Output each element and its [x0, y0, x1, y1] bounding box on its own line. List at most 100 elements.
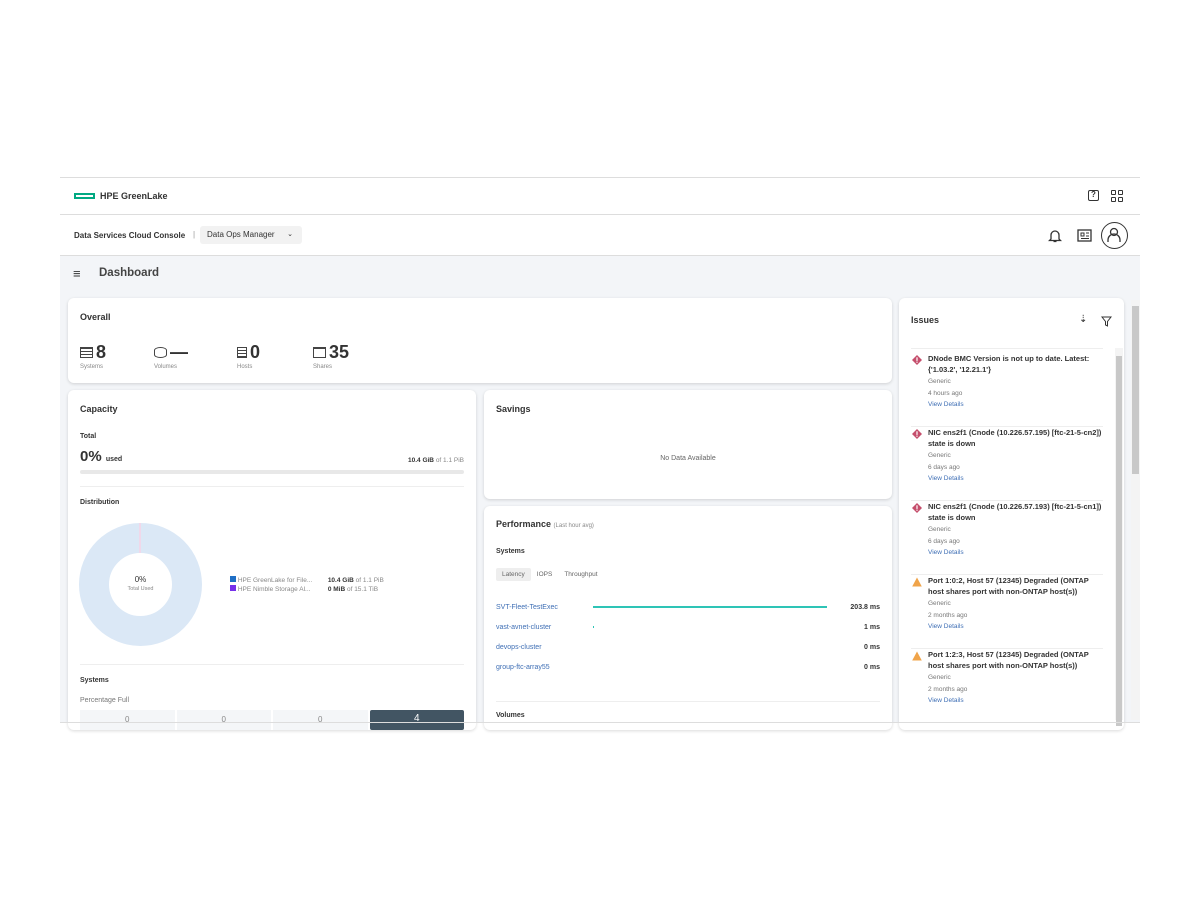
stat-shares[interactable]: 35Shares — [313, 342, 349, 370]
divider — [80, 664, 464, 665]
perf-row: devops-cluster 0 ms — [496, 644, 880, 656]
distribution-legend: HPE GreenLake for File...10.4 GiB of 1.1… — [230, 576, 384, 594]
legend-name: HPE GreenLake for File... — [238, 576, 328, 585]
bin[interactable]: 0 — [80, 710, 175, 730]
used-word: used — [106, 456, 122, 463]
volumes-label: Volumes — [154, 364, 188, 370]
tab-iops[interactable]: IOPS — [531, 568, 559, 581]
issue-category: Generic — [928, 526, 951, 533]
issues-card: Issues ⇣ DNode BMC Version is not up to … — [899, 298, 1124, 730]
capacity-title: Capacity — [80, 404, 118, 414]
legend-item: HPE GreenLake for File...10.4 GiB of 1.1… — [230, 576, 384, 585]
legend-item: HPE Nimble Storage Al...0 MiB of 15.1 Ti… — [230, 585, 384, 594]
warning-icon — [912, 577, 922, 587]
view-details-link[interactable]: View Details — [928, 623, 964, 630]
donut-percent: 0% — [110, 575, 171, 584]
donut-label: Total Used — [110, 586, 171, 592]
divider — [911, 348, 1103, 349]
systems-section-label: Systems — [80, 677, 109, 684]
scrollbar-thumb[interactable] — [1116, 356, 1122, 726]
savings-card: Savings No Data Available — [484, 390, 892, 499]
no-data-text: No Data Available — [484, 455, 892, 462]
system-link[interactable]: SVT-Fleet-TestExec — [496, 604, 558, 611]
hosts-count: 0 — [250, 342, 260, 363]
issue-time: 2 months ago — [928, 686, 967, 693]
stat-volumes[interactable]: —Volumes — [154, 342, 188, 370]
server-icon — [80, 347, 93, 358]
perf-row: vast-avnet-cluster1 ms — [496, 624, 880, 636]
critical-icon — [912, 503, 922, 513]
performance-card: Performance (Last hour avg) Systems Late… — [484, 506, 892, 730]
tab-throughput[interactable]: Throughput — [558, 568, 603, 581]
apps-grid-icon[interactable] — [1111, 190, 1123, 202]
perf-tabs: Latency IOPS Throughput — [496, 568, 604, 581]
issue-time: 6 days ago — [928, 464, 960, 471]
divider — [60, 177, 1140, 178]
issue-item[interactable]: NIC ens2f1 (Cnode (10.226.57.193) [ftc-2… — [911, 501, 1103, 575]
bin[interactable]: 0 — [273, 710, 368, 730]
user-avatar-button[interactable] — [1101, 222, 1128, 249]
latency-value: 0 ms — [864, 664, 880, 671]
of-total: of 1.1 PiB — [436, 457, 464, 464]
console-title: Data Services Cloud Console — [74, 231, 185, 240]
tab-latency[interactable]: Latency — [496, 568, 531, 581]
latency-value: 0 ms — [864, 644, 880, 651]
stat-hosts[interactable]: 0Hosts — [237, 342, 260, 370]
system-link[interactable]: devops-cluster — [496, 644, 542, 651]
legend-amount: 0 MiB — [328, 586, 345, 593]
total-label: Total — [80, 433, 96, 440]
news-icon[interactable] — [1077, 229, 1092, 242]
scrollbar-thumb[interactable] — [1132, 306, 1139, 474]
folder-icon — [313, 347, 326, 358]
issue-title: NIC ens2f1 (Cnode (10.226.57.193) [ftc-2… — [928, 501, 1106, 523]
menu-icon[interactable]: ≡ — [73, 270, 81, 278]
bin[interactable]: 0 — [177, 710, 272, 730]
divider — [80, 486, 464, 487]
system-link[interactable]: vast-avnet-cluster — [496, 624, 551, 631]
used-percent: 0% used — [80, 448, 122, 465]
divider — [60, 722, 1140, 723]
distribution-label: Distribution — [80, 499, 119, 506]
issue-title: Port 1:2:3, Host 57 (12345) Degraded (ON… — [928, 649, 1106, 671]
issue-item[interactable]: DNode BMC Version is not up to date. Lat… — [911, 353, 1103, 427]
system-link[interactable]: group-ftc-array55 — [496, 664, 550, 671]
view-details-link[interactable]: View Details — [928, 549, 964, 556]
issue-time: 2 months ago — [928, 612, 967, 619]
issues-scrollbar[interactable] — [1115, 348, 1123, 720]
total-amount: 10.4 GiB of 1.1 PiB — [408, 457, 464, 464]
issue-item[interactable]: Port 1:2:3, Host 57 (12345) Degraded (ON… — [911, 649, 1103, 723]
stat-systems[interactable]: 8Systems — [80, 342, 106, 370]
latency-bar — [593, 626, 594, 628]
bell-icon[interactable] — [1048, 228, 1062, 243]
view-details-link[interactable]: View Details — [928, 475, 964, 482]
divider — [60, 214, 1140, 215]
latency-value: 203.8 ms — [850, 604, 880, 611]
warning-icon — [912, 651, 922, 661]
issue-time: 6 days ago — [928, 538, 960, 545]
brand-name: HPE GreenLake — [100, 191, 168, 201]
page-scrollbar[interactable] — [1131, 300, 1140, 720]
help-icon[interactable]: ? — [1088, 190, 1099, 201]
overall-card: Overall 8Systems —Volumes 0Hosts 35Share… — [68, 298, 892, 383]
sort-icon[interactable]: ⇣ — [1079, 314, 1087, 325]
systems-count: 8 — [96, 342, 106, 363]
bin[interactable]: 4 — [370, 710, 465, 730]
issue-item[interactable]: NIC ens2f1 (Cnode (10.226.57.195) [ftc-2… — [911, 427, 1103, 501]
issues-title: Issues — [911, 315, 939, 325]
filter-icon[interactable] — [1101, 316, 1112, 327]
view-details-link[interactable]: View Details — [928, 401, 964, 408]
app-selector-label: Data Ops Manager — [207, 230, 275, 239]
issue-time: 4 hours ago — [928, 390, 962, 397]
issue-category: Generic — [928, 674, 951, 681]
app-selector-dropdown[interactable]: Data Ops Manager⌄ — [200, 226, 302, 244]
percentage-full-bins: 0 0 0 4 — [80, 710, 464, 730]
used-percent-value: 0% — [80, 448, 102, 465]
systems-label: Systems — [80, 364, 106, 370]
savings-title: Savings — [496, 404, 531, 414]
issue-item[interactable]: Port 1:0:2, Host 57 (12345) Degraded (ON… — [911, 575, 1103, 649]
perf-systems-label: Systems — [496, 548, 525, 555]
view-details-link[interactable]: View Details — [928, 697, 964, 704]
capacity-card: Capacity Total 0% used 10.4 GiB of 1.1 P… — [68, 390, 476, 730]
perf-volumes-label: Volumes — [496, 712, 525, 719]
issue-category: Generic — [928, 452, 951, 459]
